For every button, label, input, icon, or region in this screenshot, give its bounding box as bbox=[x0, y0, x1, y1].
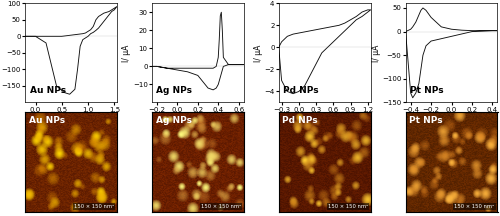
Text: Au NPs: Au NPs bbox=[28, 116, 65, 125]
Text: Ag NPs: Ag NPs bbox=[156, 86, 192, 95]
X-axis label: Potential (vs SCE)/ V: Potential (vs SCE)/ V bbox=[36, 114, 107, 121]
Text: Au NPs: Au NPs bbox=[30, 86, 66, 95]
Text: Pt NPs: Pt NPs bbox=[410, 116, 443, 125]
Text: Pd NPs: Pd NPs bbox=[282, 116, 318, 125]
X-axis label: Potential(vs SCE)/ V: Potential(vs SCE)/ V bbox=[164, 114, 232, 121]
X-axis label: Potential (vs SCE)/ V: Potential (vs SCE)/ V bbox=[289, 114, 360, 121]
Text: Pd NPs: Pd NPs bbox=[284, 86, 319, 95]
Y-axis label: I/ μA: I/ μA bbox=[122, 44, 132, 62]
Text: Pt NPs: Pt NPs bbox=[410, 86, 444, 95]
Y-axis label: I/ μA: I/ μA bbox=[372, 44, 380, 62]
Text: 150 × 150 nm²: 150 × 150 nm² bbox=[454, 204, 494, 209]
Y-axis label: I/ μA: I/ μA bbox=[254, 44, 263, 62]
Text: 150 × 150 nm²: 150 × 150 nm² bbox=[201, 204, 241, 209]
X-axis label: Potential (vs SCE)/ V: Potential (vs SCE)/ V bbox=[416, 114, 487, 121]
Text: Ag NPs: Ag NPs bbox=[156, 116, 192, 125]
Text: 150 × 150 nm²: 150 × 150 nm² bbox=[328, 204, 368, 209]
Text: 150 × 150 nm²: 150 × 150 nm² bbox=[74, 204, 114, 209]
